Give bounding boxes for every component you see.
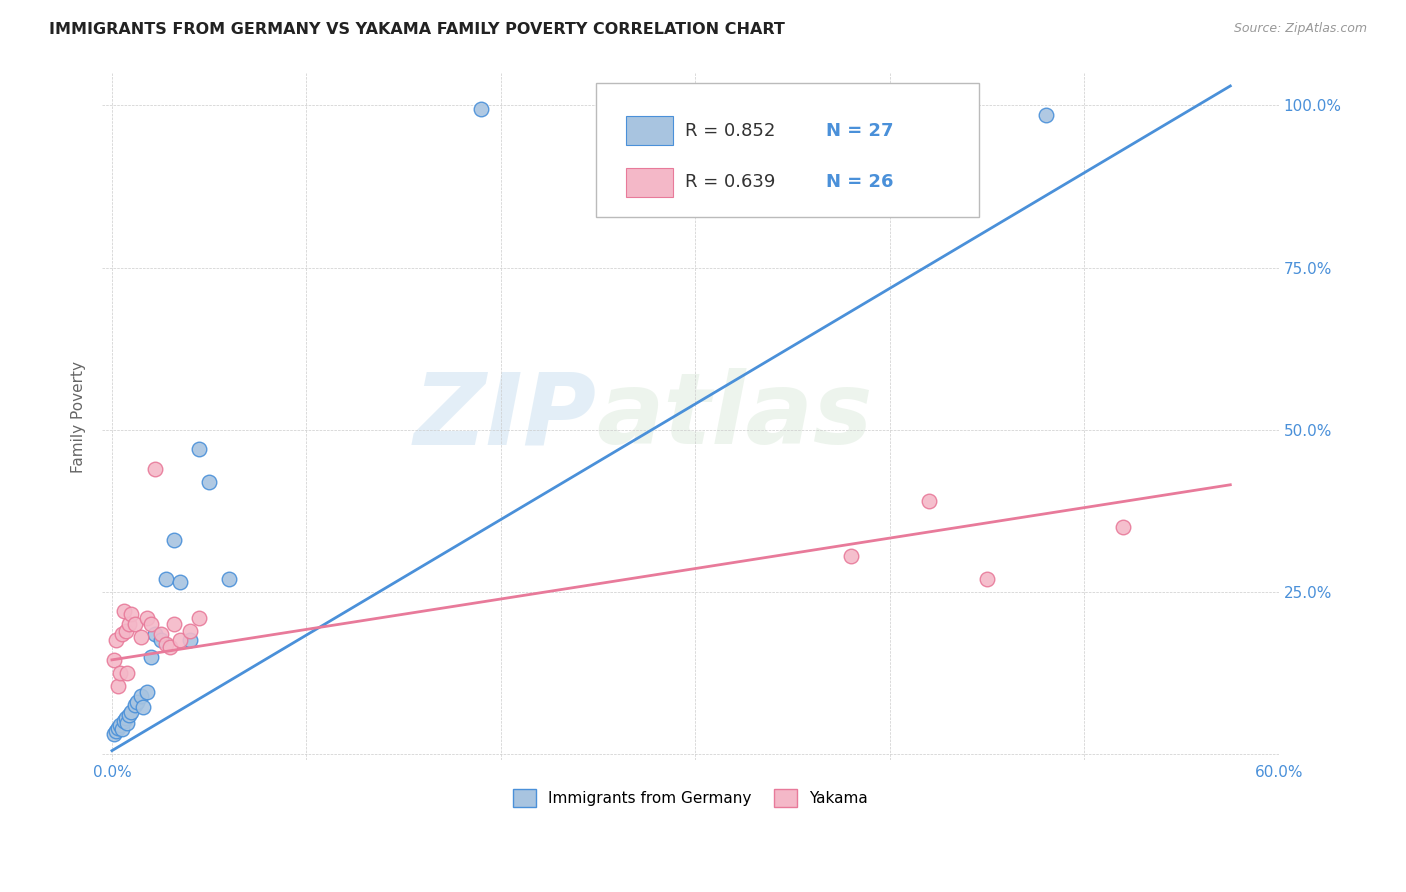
Point xyxy=(118,708,141,723)
Point xyxy=(129,630,152,644)
Point xyxy=(136,685,159,699)
Point xyxy=(107,679,129,693)
Point xyxy=(108,717,131,731)
Point xyxy=(169,633,191,648)
Point xyxy=(1035,108,1057,122)
Point xyxy=(124,698,146,713)
Point xyxy=(155,637,177,651)
Point xyxy=(159,640,181,654)
Point xyxy=(108,665,131,680)
Point xyxy=(188,442,211,456)
Text: IMMIGRANTS FROM GERMANY VS YAKAMA FAMILY POVERTY CORRELATION CHART: IMMIGRANTS FROM GERMANY VS YAKAMA FAMILY… xyxy=(49,22,785,37)
Point xyxy=(198,475,221,489)
Point xyxy=(155,572,177,586)
Text: R = 0.639: R = 0.639 xyxy=(685,173,775,191)
Point xyxy=(120,607,142,622)
Text: R = 0.852: R = 0.852 xyxy=(685,121,775,140)
FancyBboxPatch shape xyxy=(626,116,673,145)
Point xyxy=(218,572,240,586)
Point xyxy=(1112,520,1135,534)
Point xyxy=(111,723,134,737)
Point xyxy=(124,617,146,632)
Point xyxy=(117,665,139,680)
Point xyxy=(132,700,155,714)
Point xyxy=(918,494,941,508)
Point xyxy=(111,627,134,641)
Point xyxy=(976,572,998,586)
Point xyxy=(104,724,127,739)
Point xyxy=(103,727,125,741)
Text: N = 27: N = 27 xyxy=(825,121,893,140)
Point xyxy=(143,627,166,641)
Point xyxy=(118,617,141,632)
Y-axis label: Family Poverty: Family Poverty xyxy=(72,360,86,473)
Point xyxy=(163,617,186,632)
Point xyxy=(169,575,191,590)
Text: ZIP: ZIP xyxy=(413,368,596,466)
Point xyxy=(188,611,211,625)
Point xyxy=(470,102,492,116)
FancyBboxPatch shape xyxy=(596,83,979,218)
Point xyxy=(104,633,127,648)
Point xyxy=(107,721,129,735)
Point xyxy=(103,653,125,667)
Point xyxy=(139,617,162,632)
Point xyxy=(114,624,136,638)
Text: Source: ZipAtlas.com: Source: ZipAtlas.com xyxy=(1233,22,1367,36)
Point xyxy=(129,689,152,703)
Legend: Immigrants from Germany, Yakama: Immigrants from Germany, Yakama xyxy=(505,781,876,814)
Point xyxy=(114,711,136,725)
Point xyxy=(120,705,142,719)
Point xyxy=(112,604,135,618)
FancyBboxPatch shape xyxy=(626,168,673,197)
Point xyxy=(136,611,159,625)
Point xyxy=(149,633,172,648)
Point xyxy=(127,695,149,709)
Point xyxy=(112,714,135,729)
Point xyxy=(117,715,139,730)
Point xyxy=(163,533,186,547)
Point xyxy=(179,624,201,638)
Point xyxy=(143,461,166,475)
Point xyxy=(839,549,862,563)
Point xyxy=(139,649,162,664)
Point xyxy=(179,633,201,648)
Text: atlas: atlas xyxy=(596,368,873,466)
Point xyxy=(149,627,172,641)
Text: N = 26: N = 26 xyxy=(825,173,893,191)
